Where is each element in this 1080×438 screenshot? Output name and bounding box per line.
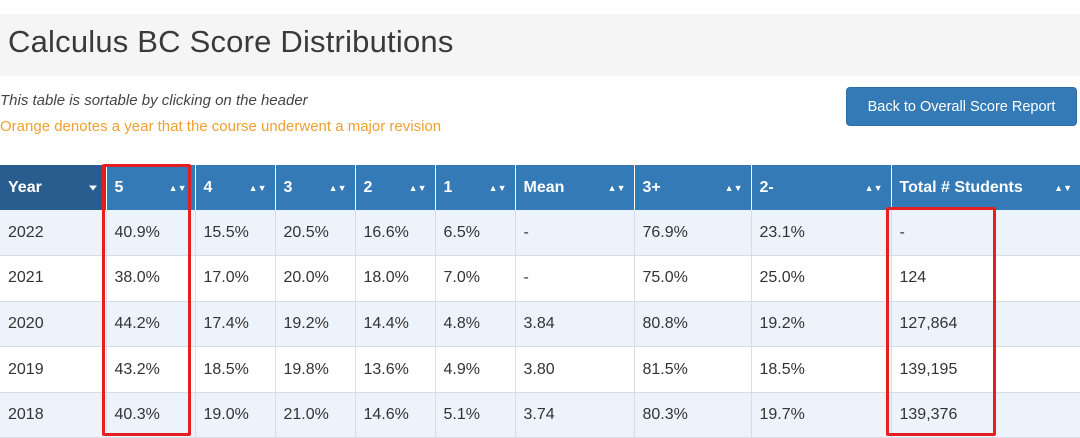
sort-icon: ▲▼ bbox=[488, 182, 507, 193]
cell-score-2: 13.6% bbox=[355, 346, 436, 393]
cell-score-2: 14.4% bbox=[355, 301, 436, 348]
cell-score-2: 16.6% bbox=[355, 210, 436, 257]
column-header-label: 4 bbox=[203, 178, 213, 196]
cell-score-5: 40.3% bbox=[106, 392, 196, 438]
cell-score-5: 40.9% bbox=[106, 210, 196, 257]
cell-score-5: 38.0% bbox=[106, 255, 196, 302]
cell-score-2: 18.0% bbox=[355, 255, 436, 302]
column-header-5[interactable]: 5 ▲▼ bbox=[106, 165, 196, 210]
column-header-mean[interactable]: Mean ▲▼ bbox=[515, 165, 635, 210]
cell-score-1: 5.1% bbox=[435, 392, 516, 438]
sort-icon: ▲▼ bbox=[168, 182, 187, 193]
cell-score-4: 17.0% bbox=[195, 255, 276, 302]
column-header-4[interactable]: 4 ▲▼ bbox=[195, 165, 276, 210]
revision-note: Orange denotes a year that the course un… bbox=[0, 118, 442, 135]
cell-year: 2019 bbox=[0, 346, 107, 393]
column-header-label: Total # Students bbox=[899, 178, 1023, 196]
cell-mean: - bbox=[515, 210, 635, 257]
table-row: 2022 40.9% 15.5% 20.5% 16.6% 6.5% - 76.9… bbox=[0, 210, 1080, 257]
table-row: 2019 43.2% 18.5% 19.8% 13.6% 4.9% 3.80 8… bbox=[0, 346, 1080, 393]
column-header-label: 2 bbox=[363, 178, 373, 196]
table-header-row: Year 5 ▲▼ 4 ▲▼ 3 ▲▼ 2 ▲▼ bbox=[0, 165, 1080, 210]
cell-mean: 3.84 bbox=[515, 301, 635, 348]
cell-score-3: 21.0% bbox=[275, 392, 356, 438]
cell-2-minus: 25.0% bbox=[751, 255, 892, 302]
cell-3-plus: 76.9% bbox=[634, 210, 752, 257]
column-header-2-minus[interactable]: 2- ▲▼ bbox=[751, 165, 892, 210]
table-row: 2021 38.0% 17.0% 20.0% 18.0% 7.0% - 75.0… bbox=[0, 255, 1080, 302]
cell-score-3: 20.5% bbox=[275, 210, 356, 257]
score-distribution-table: Year 5 ▲▼ 4 ▲▼ 3 ▲▼ 2 ▲▼ bbox=[0, 165, 1080, 438]
cell-2-minus: 19.2% bbox=[751, 301, 892, 348]
title-bar: Calculus BC Score Distributions bbox=[0, 14, 1080, 76]
cell-score-3: 20.0% bbox=[275, 255, 356, 302]
cell-score-1: 6.5% bbox=[435, 210, 516, 257]
cell-score-4: 18.5% bbox=[195, 346, 276, 393]
sort-icon: ▲▼ bbox=[724, 182, 743, 193]
cell-score-1: 7.0% bbox=[435, 255, 516, 302]
column-header-year[interactable]: Year bbox=[0, 165, 107, 210]
cell-year: 2022 bbox=[0, 210, 107, 257]
cell-mean: 3.74 bbox=[515, 392, 635, 438]
cell-2-minus: 19.7% bbox=[751, 392, 892, 438]
cell-3-plus: 80.8% bbox=[634, 301, 752, 348]
column-header-label: 3 bbox=[283, 178, 293, 196]
cell-score-3: 19.8% bbox=[275, 346, 356, 393]
column-header-total-students[interactable]: Total # Students ▲▼ bbox=[891, 165, 1080, 210]
sort-descending-icon bbox=[88, 185, 97, 190]
column-header-2[interactable]: 2 ▲▼ bbox=[355, 165, 436, 210]
cell-score-5: 44.2% bbox=[106, 301, 196, 348]
column-header-label: Mean bbox=[523, 178, 565, 196]
sort-icon: ▲▼ bbox=[1054, 182, 1072, 193]
cell-total-students: 127,864 bbox=[891, 301, 1080, 348]
cell-score-4: 19.0% bbox=[195, 392, 276, 438]
cell-score-4: 15.5% bbox=[195, 210, 276, 257]
cell-year: 2021 bbox=[0, 255, 107, 302]
page-title: Calculus BC Score Distributions bbox=[8, 24, 454, 59]
cell-2-minus: 23.1% bbox=[751, 210, 892, 257]
column-header-label: Year bbox=[8, 178, 42, 196]
cell-total-students: 124 bbox=[891, 255, 1080, 302]
column-header-label: 3+ bbox=[642, 178, 661, 196]
cell-total-students: 139,376 bbox=[891, 392, 1080, 438]
sort-icon: ▲▼ bbox=[328, 182, 347, 193]
cell-mean: - bbox=[515, 255, 635, 302]
sort-icon: ▲▼ bbox=[408, 182, 427, 193]
cell-mean: 3.80 bbox=[515, 346, 635, 393]
cell-score-3: 19.2% bbox=[275, 301, 356, 348]
sortable-note: This table is sortable by clicking on th… bbox=[0, 92, 308, 109]
column-header-label: 1 bbox=[443, 178, 453, 196]
sort-icon: ▲▼ bbox=[607, 182, 626, 193]
cell-year: 2020 bbox=[0, 301, 107, 348]
cell-score-2: 14.6% bbox=[355, 392, 436, 438]
sort-icon: ▲▼ bbox=[864, 182, 883, 193]
column-header-3[interactable]: 3 ▲▼ bbox=[275, 165, 356, 210]
column-header-1[interactable]: 1 ▲▼ bbox=[435, 165, 516, 210]
table-row: 2018 40.3% 19.0% 21.0% 14.6% 5.1% 3.74 8… bbox=[0, 392, 1080, 438]
column-header-3-plus[interactable]: 3+ ▲▼ bbox=[634, 165, 752, 210]
cell-score-4: 17.4% bbox=[195, 301, 276, 348]
cell-year: 2018 bbox=[0, 392, 107, 438]
cell-3-plus: 81.5% bbox=[634, 346, 752, 393]
cell-total-students: 139,195 bbox=[891, 346, 1080, 393]
cell-3-plus: 80.3% bbox=[634, 392, 752, 438]
cell-score-5: 43.2% bbox=[106, 346, 196, 393]
cell-score-1: 4.9% bbox=[435, 346, 516, 393]
sort-icon: ▲▼ bbox=[248, 182, 267, 193]
column-header-label: 2- bbox=[759, 178, 774, 196]
column-header-label: 5 bbox=[114, 178, 124, 196]
cell-3-plus: 75.0% bbox=[634, 255, 752, 302]
back-to-overall-report-button[interactable]: Back to Overall Score Report bbox=[846, 87, 1077, 126]
table-row: 2020 44.2% 17.4% 19.2% 14.4% 4.8% 3.84 8… bbox=[0, 301, 1080, 348]
cell-total-students: - bbox=[891, 210, 1080, 257]
cell-2-minus: 18.5% bbox=[751, 346, 892, 393]
cell-score-1: 4.8% bbox=[435, 301, 516, 348]
